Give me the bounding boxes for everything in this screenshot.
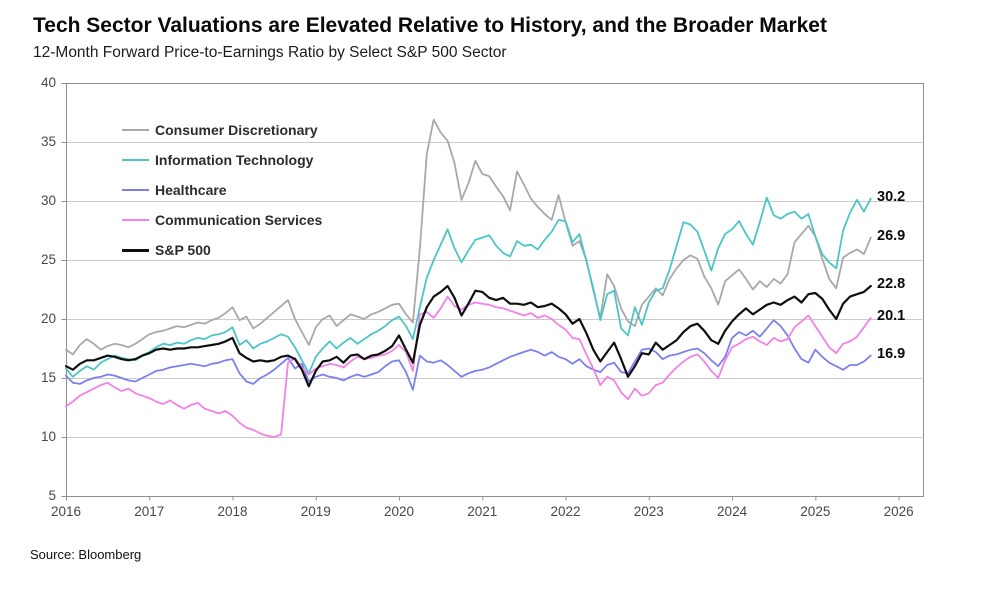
y-tick-label: 25 <box>40 252 56 267</box>
x-tick-label: 2019 <box>300 504 331 519</box>
legend-item-communication-services: Communication Services <box>122 205 322 235</box>
legend-label: Consumer Discretionary <box>155 122 318 138</box>
y-tick-label: 15 <box>40 370 56 385</box>
legend-label: Healthcare <box>155 182 227 198</box>
end-value-label-consumer-discretionary: 26.9 <box>877 227 906 244</box>
x-tick-label: 2021 <box>467 504 498 519</box>
legend-item-consumer-discretionary: Consumer Discretionary <box>122 115 322 145</box>
x-tick-label: 2016 <box>50 504 82 519</box>
legend-label: Communication Services <box>155 212 323 228</box>
legend-swatch <box>122 129 149 131</box>
series-line-consumer-discretionary <box>65 118 872 356</box>
x-tick-label: 2024 <box>717 504 748 519</box>
end-value-label-information-technology: 30.2 <box>877 188 906 205</box>
end-value-label-s-p-500: 22.8 <box>877 275 906 292</box>
x-tick-label: 2017 <box>134 504 165 519</box>
legend-swatch <box>122 248 149 252</box>
plot-border <box>66 83 924 497</box>
source-note: Source: Bloomberg <box>30 547 142 562</box>
legend-item-information-technology: Information Technology <box>122 145 322 175</box>
y-tick-label: 35 <box>40 134 56 149</box>
legend-swatch <box>122 219 149 221</box>
chart-title: Tech Sector Valuations are Elevated Rela… <box>33 14 827 37</box>
legend-swatch <box>122 189 149 191</box>
x-tick-label: 2025 <box>800 504 831 519</box>
y-tick-label: 30 <box>40 193 56 208</box>
chart-subtitle: 12-Month Forward Price-to-Earnings Ratio… <box>33 44 507 61</box>
legend-label: S&P 500 <box>155 242 211 258</box>
end-value-label-healthcare: 16.9 <box>877 345 906 362</box>
series-line-healthcare <box>65 319 872 391</box>
x-tick-label: 2022 <box>550 504 581 519</box>
x-tick-label: 2023 <box>633 504 664 519</box>
x-tick-label: 2026 <box>883 504 914 519</box>
series-line-communication-services <box>65 295 872 438</box>
legend-item-s-p-500: S&P 500 <box>122 235 322 265</box>
y-tick-label: 10 <box>40 429 56 444</box>
x-tick-label: 2018 <box>217 504 248 519</box>
y-tick-label: 40 <box>40 75 56 90</box>
legend: Consumer Discretionary Information Techno… <box>122 115 322 265</box>
x-tick-label: 2020 <box>384 504 415 519</box>
end-value-label-communication-services: 20.1 <box>877 307 906 324</box>
series-line-s-p-500 <box>64 284 872 388</box>
legend-swatch <box>122 159 149 161</box>
y-tick-label: 20 <box>40 311 56 326</box>
y-tick-label: 5 <box>48 488 56 503</box>
series-line-information-technology <box>65 196 872 378</box>
legend-label: Information Technology <box>155 152 314 168</box>
legend-item-healthcare: Healthcare <box>122 175 322 205</box>
